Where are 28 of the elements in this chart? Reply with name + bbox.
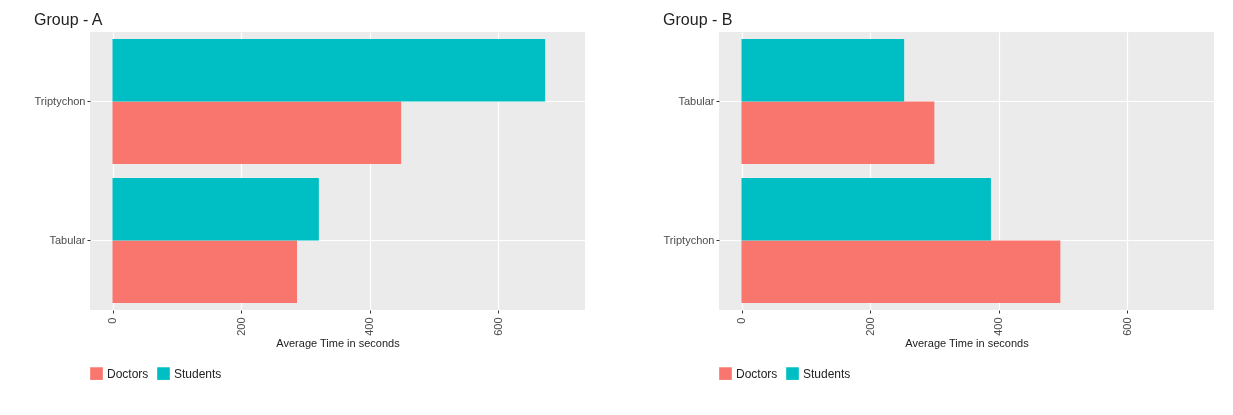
bar [741, 101, 935, 165]
bar [112, 101, 402, 165]
x-axis-title: Average Time in seconds [905, 336, 1030, 349]
x-tick-label: 200 [234, 317, 247, 336]
y-tick-label: Tabular [49, 233, 86, 246]
bar [741, 177, 991, 241]
bar [112, 240, 297, 304]
bar [112, 177, 319, 241]
chart-title: Group - B [663, 11, 733, 28]
x-tick-label: 0 [735, 317, 747, 324]
y-tick-label: Tabular [678, 94, 715, 107]
bar [112, 38, 546, 102]
chart-title: Group - A [34, 11, 103, 28]
legend-label: Doctors [736, 366, 778, 381]
legend-label: Students [174, 366, 222, 381]
bar [741, 38, 905, 102]
y-tick-label: Triptychon [663, 233, 715, 246]
x-tick-label: 0 [106, 317, 118, 324]
legend-label: Doctors [107, 366, 149, 381]
x-axis-title: Average Time in seconds [276, 336, 401, 349]
x-tick-label: 600 [491, 317, 504, 336]
x-tick-label: 600 [1120, 317, 1133, 336]
x-tick-label: 400 [363, 317, 376, 336]
bar [741, 240, 1061, 304]
x-tick-label: 200 [863, 317, 876, 336]
legend-label: Students [803, 366, 851, 381]
x-tick-label: 400 [992, 317, 1005, 336]
y-tick-label: Triptychon [34, 94, 86, 107]
